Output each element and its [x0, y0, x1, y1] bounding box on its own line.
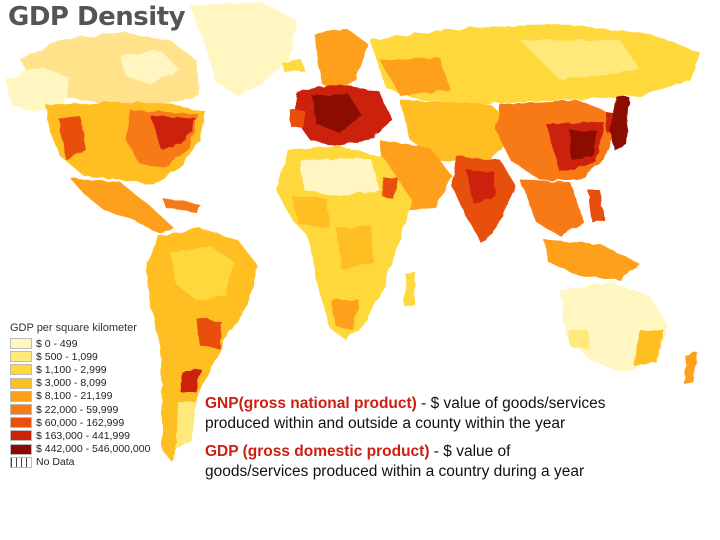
legend-swatch [10, 364, 32, 376]
legend-label-no-data: No Data [36, 456, 75, 469]
map-title: GDP Density [8, 2, 186, 32]
legend-item: $ 8,100 - 21,199 [10, 390, 180, 403]
definition-gdp: GDP (gross domestic product) - $ value o… [205, 442, 615, 482]
legend-item: $ 3,000 - 8,099 [10, 377, 180, 390]
legend-label: $ 60,000 - 162,999 [36, 416, 125, 429]
scandinavia-region [314, 28, 368, 92]
legend-swatch [10, 430, 32, 442]
legend-swatch [10, 377, 32, 389]
legend-item: $ 0 - 499 [10, 337, 180, 350]
legend-label: $ 8,100 - 21,199 [36, 390, 113, 403]
legend-swatch [10, 443, 32, 455]
legend: GDP per square kilometer $ 0 - 499 $ 500 … [10, 322, 180, 469]
definition-gnp: GNP(gross national product) - $ value of… [205, 394, 615, 434]
legend-swatch [10, 417, 32, 429]
legend-item-no-data: No Data [10, 456, 180, 469]
legend-swatch [10, 404, 32, 416]
definition-gdp-text: - $ value of goods/services produced wit… [205, 443, 585, 480]
legend-swatch-no-data [10, 456, 32, 468]
legend-label: $ 500 - 1,099 [36, 350, 98, 363]
legend-label: $ 22,000 - 59,999 [36, 403, 119, 416]
legend-item: $ 500 - 1,099 [10, 350, 180, 363]
legend-item: $ 60,000 - 162,999 [10, 416, 180, 429]
japan-region [610, 96, 630, 150]
legend-title: GDP per square kilometer [10, 322, 137, 334]
alaska-region [6, 66, 70, 112]
legend-item: $ 22,000 - 59,999 [10, 403, 180, 416]
term-gnp: GNP(gross national product) [205, 395, 417, 412]
legend-item: $ 163,000 - 441,999 [10, 429, 180, 442]
legend-label: $ 3,000 - 8,099 [36, 377, 107, 390]
legend-label: $ 442,000 - 546,000,000 [36, 443, 151, 456]
term-gdp: GDP (gross domestic product) [205, 443, 430, 460]
legend-swatch [10, 351, 32, 363]
southeast-asia-region [520, 180, 584, 236]
legend-swatch [10, 390, 32, 402]
legend-swatch [10, 338, 32, 350]
legend-item: $ 442,000 - 546,000,000 [10, 443, 180, 456]
legend-label: $ 0 - 499 [36, 337, 78, 350]
central-asia-region [400, 100, 520, 160]
legend-label: $ 163,000 - 441,999 [36, 429, 130, 442]
greenland-region [190, 2, 296, 96]
definitions: GNP(gross national product) - $ value of… [205, 394, 615, 490]
legend-item: $ 1,100 - 2,999 [10, 363, 180, 376]
legend-label: $ 1,100 - 2,999 [36, 363, 107, 376]
definition-gnp-text: - $ value of goods/services produced wit… [205, 395, 606, 432]
legend-items: $ 0 - 499 $ 500 - 1,099 $ 1,100 - 2,999 $ 3… [10, 337, 180, 456]
mexico-region [70, 178, 174, 234]
